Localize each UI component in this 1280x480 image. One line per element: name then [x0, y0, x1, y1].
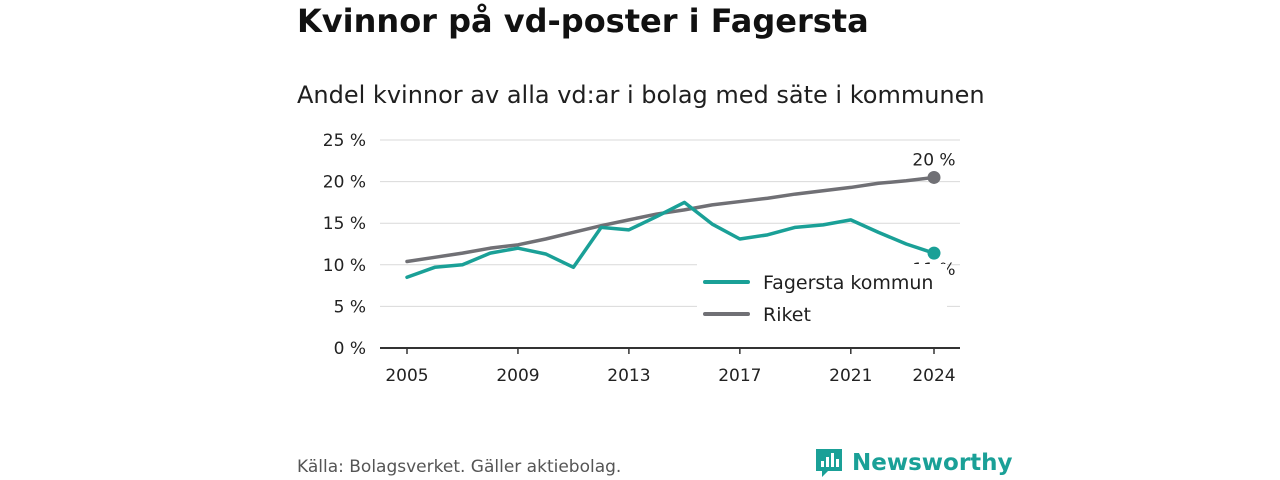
x-tick-label: 2017: [718, 366, 761, 386]
chart-subtitle: Andel kvinnor av alla vd:ar i bolag med …: [297, 81, 985, 109]
newsworthy-logo-icon: [816, 449, 842, 477]
brand-name: Newsworthy: [852, 450, 1013, 476]
source-note: Källa: Bolagsverket. Gäller aktiebolag.: [297, 457, 622, 477]
y-tick-label: 5 %: [334, 297, 366, 317]
y-tick-label: 0 %: [334, 339, 366, 359]
brand-logo: Newsworthy: [814, 447, 1013, 479]
y-tick-label: 15 %: [323, 214, 366, 234]
chart-title: Kvinnor på vd-poster i Fagersta: [297, 2, 869, 40]
legend-label-fagersta: Fagersta kommun: [763, 272, 933, 294]
y-tick-label: 20 %: [323, 173, 366, 193]
end-point-riket: [927, 170, 941, 184]
end-label-riket: 20 %: [912, 150, 955, 170]
series-line-riket: [405, 175, 936, 264]
x-tick-label: 2024: [912, 366, 955, 386]
legend-label-riket: Riket: [763, 304, 811, 326]
series-line-fagersta: [405, 200, 936, 280]
x-tick-label: 2005: [385, 366, 428, 386]
end-point-fagersta: [927, 246, 941, 260]
y-tick-label: 25 %: [323, 131, 366, 151]
legend-box: [697, 264, 947, 334]
x-tick-label: 2013: [607, 366, 650, 386]
x-tick-label: 2021: [829, 366, 872, 386]
x-tick-label: 2009: [496, 366, 539, 386]
y-tick-label: 10 %: [323, 256, 366, 276]
